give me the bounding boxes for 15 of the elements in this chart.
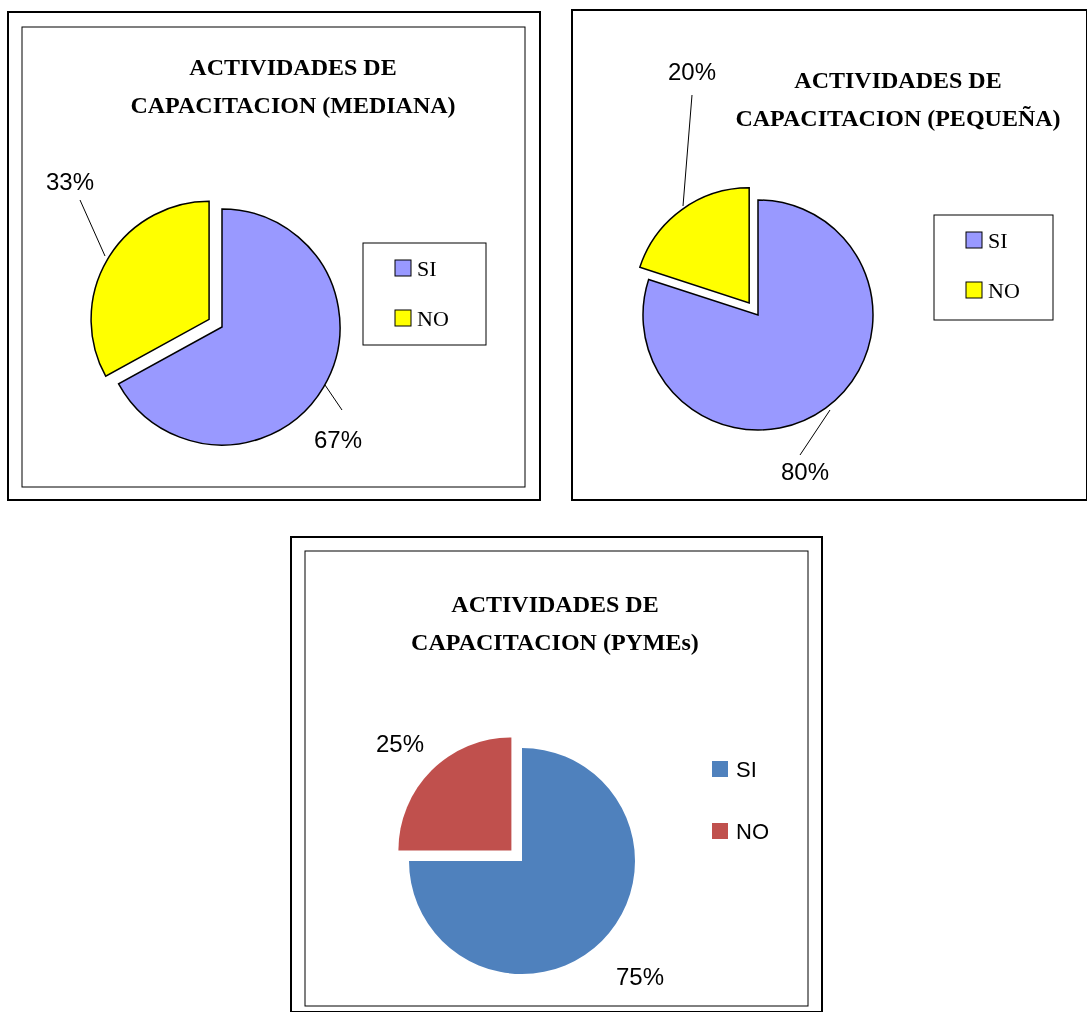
- data-label: 67%: [313, 426, 363, 453]
- legend-label: NO: [736, 819, 769, 844]
- data-label: 75%: [615, 963, 665, 990]
- legend-label: SI: [417, 256, 437, 281]
- text: ACTIVIDADES DE CAPACITACION (PEQUEÑA): [735, 67, 1061, 131]
- data-label: 20%: [667, 58, 717, 85]
- data-label: 25%: [375, 730, 425, 757]
- data-label: 33%: [45, 168, 95, 195]
- chart-title: ACTIVIDADES DE CAPACITACION (PYMEs): [411, 591, 699, 655]
- legend-label: SI: [736, 757, 757, 782]
- legend-label: NO: [988, 278, 1020, 303]
- chart-title: ACTIVIDADES DE CAPACITACION (MEDIANA): [130, 54, 456, 118]
- legend-label: SI: [988, 228, 1008, 253]
- data-label: 80%: [780, 458, 830, 485]
- legend-label: NO: [417, 306, 449, 331]
